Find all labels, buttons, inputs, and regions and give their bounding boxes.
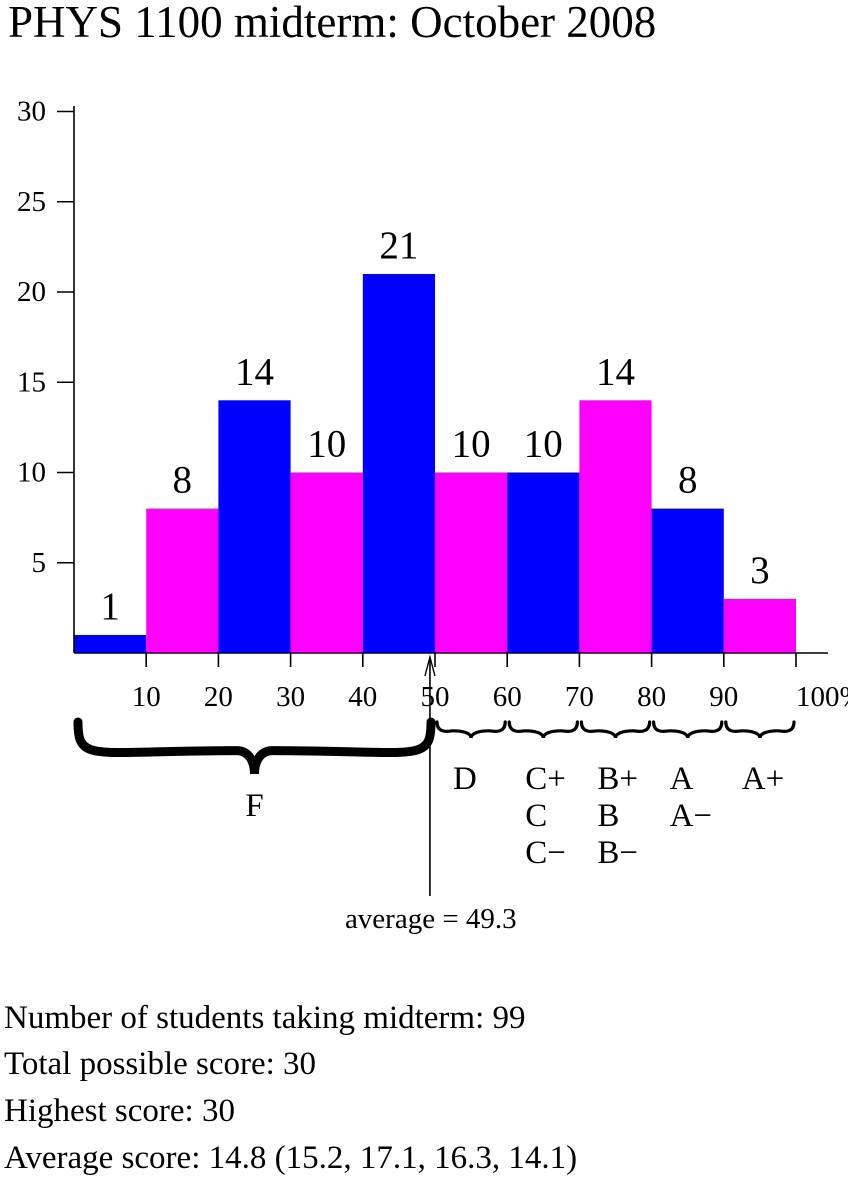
grade-brace [73, 717, 436, 775]
bar-value-label: 8 [678, 459, 698, 502]
x-tick-label: 60 [493, 681, 522, 713]
stat-average-score: Average score: 14.8 (15.2, 17.1, 16.3, 1… [4, 1140, 578, 1176]
grade-label: C [525, 798, 547, 834]
grade-brace [724, 720, 796, 739]
bar-value-label: 10 [524, 423, 563, 466]
average-label: average = 49.3 [345, 903, 517, 935]
grade-brace [507, 720, 579, 739]
bar [651, 508, 724, 653]
x-tick-label: 40 [348, 681, 377, 713]
y-tick-label: 10 [17, 457, 46, 489]
grade-label: F [245, 788, 263, 824]
grade-label: A [670, 761, 694, 797]
bar [507, 472, 580, 653]
y-tick-label: 15 [17, 366, 46, 398]
bar-value-label: 3 [750, 549, 770, 592]
bar [723, 598, 796, 653]
bar [290, 472, 363, 653]
grade-label: B [597, 798, 619, 834]
y-tick-label: 20 [17, 276, 46, 308]
grade-label: A+ [742, 761, 784, 797]
bar [218, 400, 291, 653]
grade-brace [579, 720, 652, 739]
x-tick-label: 70 [565, 681, 594, 713]
grade-label: B+ [597, 761, 638, 797]
bar-value-label: 10 [307, 423, 346, 466]
bar [579, 400, 652, 653]
bar-value-label: 10 [452, 423, 491, 466]
y-tick-label: 5 [32, 547, 47, 579]
stat-highest-score: Highest score: 30 [4, 1093, 235, 1129]
page-title: PHYS 1100 midterm: October 2008 [8, 0, 657, 47]
grade-label: D [453, 761, 477, 797]
grade-label: C− [525, 835, 566, 871]
grade-label: C+ [525, 761, 566, 797]
grade-brace [435, 720, 507, 739]
bar-value-label: 1 [100, 585, 120, 628]
x-tick-label: 50 [421, 681, 450, 713]
average-arrow [424, 654, 436, 677]
bar [74, 634, 147, 653]
y-tick-label: 30 [17, 96, 46, 128]
x-tick-label: 10 [132, 681, 161, 713]
bar [146, 508, 219, 653]
x-tick-label: 20 [204, 681, 233, 713]
stat-total-score: Total possible score: 30 [4, 1046, 317, 1082]
grade-label: B− [597, 835, 638, 871]
y-tick-label: 25 [17, 186, 46, 218]
bar [435, 472, 508, 653]
grade-label: A− [670, 798, 712, 834]
x-tick-label: 90 [709, 681, 738, 713]
bar-value-label: 14 [596, 350, 635, 393]
x-tick-label: 30 [276, 681, 305, 713]
grade-brace [652, 720, 724, 739]
x-tick-label: 100% [796, 681, 848, 713]
bar-value-label: 21 [379, 224, 418, 267]
bar [362, 273, 435, 653]
x-tick-label: 80 [637, 681, 666, 713]
stat-students: Number of students taking midterm: 99 [4, 1000, 526, 1036]
bar-value-label: 14 [235, 350, 274, 393]
bar-value-label: 8 [173, 459, 193, 502]
